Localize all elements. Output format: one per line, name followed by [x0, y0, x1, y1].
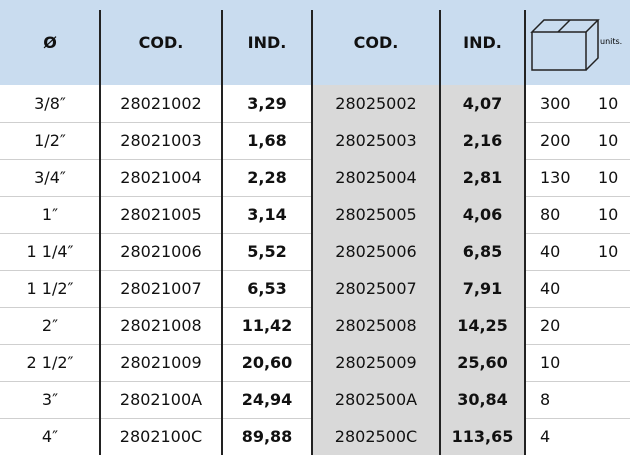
table-cell: 2″ — [41, 316, 59, 335]
table-cell: 113,65 — [440, 418, 525, 455]
units-label: units. — [600, 37, 622, 46]
header-cell: COD. — [100, 0, 222, 85]
table-cell: 28021005 — [120, 205, 202, 224]
units-cell: 40 — [540, 242, 561, 261]
table-cell: 30,84 — [440, 381, 525, 418]
table-cell: 28021003 — [120, 131, 202, 150]
column-divider — [439, 10, 441, 455]
table-cell: 4,06 — [440, 196, 525, 233]
column-divider — [99, 10, 101, 455]
units-cell: 10 — [598, 242, 619, 261]
column-divider — [524, 10, 526, 455]
table-cell: 28021007 — [120, 279, 202, 298]
units-cell: 10 — [598, 205, 619, 224]
table-cell: 3″ — [41, 390, 59, 409]
table-cell: 28025008 — [312, 307, 440, 344]
table-cell: 1″ — [41, 205, 59, 224]
table-cell: 1,68 — [247, 131, 287, 150]
units-cell: 4 — [540, 427, 551, 446]
units-cell: 10 — [598, 131, 619, 150]
table-cell: 6,53 — [247, 279, 287, 298]
table-cell: 3/4″ — [34, 168, 66, 187]
table-cell: 2802500A — [312, 381, 440, 418]
table-cell: 28025009 — [312, 344, 440, 381]
table-cell: 1/2″ — [34, 131, 66, 150]
header-cell: Ø — [0, 0, 100, 85]
units-cell: 10 — [540, 353, 561, 372]
table-cell: 2 1/2″ — [26, 353, 74, 372]
table-cell: 2,81 — [440, 159, 525, 196]
table-cell: 20,60 — [241, 353, 293, 372]
table-cell: 28025002 — [312, 85, 440, 122]
table-cell: 28021006 — [120, 242, 202, 261]
table-cell: 2802100C — [119, 427, 203, 446]
table-cell: 3,29 — [247, 94, 287, 113]
table-cell: 2,28 — [247, 168, 287, 187]
units-cell: 130 — [540, 168, 571, 187]
table-cell: 28021009 — [120, 353, 202, 372]
table-cell: 3/8″ — [34, 94, 66, 113]
table-cell: 2802100A — [119, 390, 203, 409]
table-cell: 24,94 — [241, 390, 293, 409]
box-icon: units. — [530, 19, 622, 71]
table-cell: 28025005 — [312, 196, 440, 233]
table-cell: 28021002 — [120, 94, 202, 113]
table-cell: 1 1/2″ — [26, 279, 74, 298]
units-cell: 80 — [540, 205, 561, 224]
header-cell: IND. — [440, 0, 525, 85]
units-cell: 20 — [540, 316, 561, 335]
table-cell: 89,88 — [241, 427, 293, 446]
table-cell: 28021004 — [120, 168, 202, 187]
header-cell: IND. — [222, 0, 312, 85]
table-cell: 28025004 — [312, 159, 440, 196]
table-cell: 6,85 — [440, 233, 525, 270]
units-cell: 10 — [598, 168, 619, 187]
table-cell: 25,60 — [440, 344, 525, 381]
table-cell: 11,42 — [241, 316, 293, 335]
table-cell: 3,14 — [247, 205, 287, 224]
table-cell: 1 1/4″ — [26, 242, 74, 261]
table-cell: 28025003 — [312, 122, 440, 159]
table-cell: 28025007 — [312, 270, 440, 307]
header-cell: COD. — [312, 0, 440, 85]
table-cell: 7,91 — [440, 270, 525, 307]
units-cell: 8 — [540, 390, 551, 409]
units-cell: 200 — [540, 131, 571, 150]
table-cell: 5,52 — [247, 242, 287, 261]
table-cell: 28025006 — [312, 233, 440, 270]
table-cell: 2802500C — [312, 418, 440, 455]
header-cell — [525, 0, 630, 85]
table-cell: 4,07 — [440, 85, 525, 122]
column-divider — [311, 10, 313, 455]
units-cell: 40 — [540, 279, 561, 298]
units-cell: 10 — [598, 94, 619, 113]
units-cell: 300 — [540, 94, 571, 113]
table-cell: 28021008 — [120, 316, 202, 335]
table-cell: 4″ — [41, 427, 59, 446]
table-cell: 2,16 — [440, 122, 525, 159]
table-cell: 14,25 — [440, 307, 525, 344]
column-divider — [221, 10, 223, 455]
